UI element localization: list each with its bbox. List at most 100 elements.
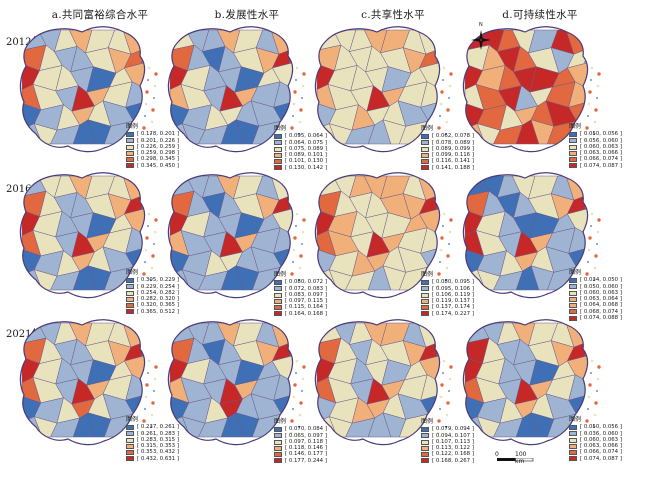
legend-class-label: [ 0.137, 0.174 ] xyxy=(432,304,474,311)
legend-swatch xyxy=(421,433,429,439)
island xyxy=(150,279,152,281)
island xyxy=(587,115,589,117)
legend-entry: [ 0.259, 0.298 ] xyxy=(126,150,179,156)
island xyxy=(150,133,152,135)
year-label-2016: 2016年 xyxy=(6,184,42,195)
legend-class-label: [ 0.095, 0.064 ] xyxy=(285,133,327,140)
legend-entry: [ 0.036, 0.060 ] xyxy=(569,431,622,437)
legend-swatch xyxy=(421,140,429,146)
island xyxy=(292,115,294,117)
map-panel-0-3: 图例[ 0.050, 0.056 ][ 0.056, 0.060 ][ 0.06… xyxy=(455,22,622,170)
legend-entry: [ 0.060, 0.063 ] xyxy=(569,437,622,443)
province-outline xyxy=(167,319,294,446)
island xyxy=(141,138,145,142)
choropleth-map xyxy=(462,26,601,153)
island xyxy=(448,97,450,99)
island xyxy=(585,419,589,423)
legend-class-label: [ 0.062, 0.078 ] xyxy=(432,133,474,140)
island xyxy=(596,97,598,99)
legend-swatch xyxy=(274,439,282,445)
legend-entry: [ 0.130, 0.142 ] xyxy=(274,165,327,171)
island xyxy=(289,431,293,435)
legend-swatch xyxy=(126,431,134,437)
legend-class-label: [ 0.060, 0.063 ] xyxy=(580,436,622,443)
island xyxy=(440,90,444,94)
legend-entry: [ 0.146, 0.177 ] xyxy=(274,451,327,457)
legend-entry: [ 0.101, 0.130 ] xyxy=(274,158,327,164)
island xyxy=(445,413,449,417)
island xyxy=(142,126,146,130)
island xyxy=(585,126,589,130)
legend-title: 图例 xyxy=(421,271,434,278)
legend-swatch xyxy=(421,152,429,158)
legend-class-label: [ 0.063, 0.066 ] xyxy=(580,443,622,450)
map-panel-1-1: 图例[ 0.080, 0.072 ][ 0.072, 0.083 ][ 0.08… xyxy=(160,168,327,317)
north-arrow-icon: N xyxy=(470,22,492,55)
legend-entry: [ 0.229, 0.254 ] xyxy=(126,284,179,290)
island xyxy=(593,133,595,135)
legend-class-label: [ 0.074, 0.088 ] xyxy=(580,315,622,322)
legend-class-label: [ 0.050, 0.056 ] xyxy=(580,131,622,138)
map-panel-0-1: 图例[ 0.095, 0.064 ][ 0.064, 0.075 ][ 0.07… xyxy=(160,22,327,171)
island xyxy=(588,90,592,94)
legend-swatch xyxy=(569,131,577,137)
legend-swatch xyxy=(126,131,134,137)
island xyxy=(596,230,600,234)
island xyxy=(302,365,306,369)
island xyxy=(141,354,143,356)
legend-class-label: [ 0.063, 0.064 ] xyxy=(580,296,622,303)
legend-class-label: [ 0.259, 0.298 ] xyxy=(137,150,179,157)
legend-class-label: [ 0.094, 0.107 ] xyxy=(432,432,474,439)
island xyxy=(290,126,294,130)
island xyxy=(151,401,155,405)
legend-swatch xyxy=(126,163,134,169)
island xyxy=(298,279,300,281)
legend-entry: [ 0.282, 0.320 ] xyxy=(126,296,179,302)
legend-swatch xyxy=(569,450,577,456)
legend-class-label: [ 0.130, 0.142 ] xyxy=(285,164,327,171)
island xyxy=(439,395,443,399)
choropleth-map xyxy=(167,172,306,299)
map-legend: 图例[ 0.095, 0.064 ][ 0.064, 0.075 ][ 0.07… xyxy=(274,125,327,171)
legend-title: 图例 xyxy=(274,271,287,278)
legend-entry: [ 0.283, 0.315 ] xyxy=(126,437,179,443)
island xyxy=(439,261,441,263)
island xyxy=(299,401,303,405)
island xyxy=(292,102,296,106)
legend-class-label: [ 0.101, 0.130 ] xyxy=(285,158,327,165)
legend-entry: [ 0.237, 0.261 ] xyxy=(126,424,179,430)
legend-swatch xyxy=(569,315,577,321)
island xyxy=(289,207,291,209)
island xyxy=(597,218,601,222)
legend-entry: [ 0.074, 0.087 ] xyxy=(569,163,622,169)
island xyxy=(298,426,300,428)
legend-swatch xyxy=(569,303,577,309)
legend-swatch xyxy=(421,445,429,451)
column-title-a: a.共同富裕综合水平 xyxy=(51,9,149,21)
legend-entry: [ 0.097, 0.118 ] xyxy=(274,439,327,445)
year-label-2021: 2021年 xyxy=(6,329,42,340)
island xyxy=(440,236,444,240)
legend-entry: [ 0.078, 0.089 ] xyxy=(421,140,474,146)
island xyxy=(147,79,149,81)
island xyxy=(584,284,588,288)
legend-entry: [ 0.050, 0.056 ] xyxy=(569,424,622,430)
legend-entry: [ 0.075, 0.089 ] xyxy=(274,146,327,152)
legend-class-label: [ 0.282, 0.320 ] xyxy=(137,296,179,303)
island xyxy=(299,108,303,112)
legend-entry: [ 0.062, 0.078 ] xyxy=(421,133,474,139)
legend-swatch xyxy=(421,286,429,292)
legend-class-label: [ 0.068, 0.074 ] xyxy=(580,308,622,315)
legend-class-label: [ 0.070, 0.084 ] xyxy=(285,426,327,433)
island xyxy=(448,243,450,245)
island xyxy=(442,212,446,216)
island xyxy=(295,359,299,363)
scale-label: 100 km xyxy=(515,451,527,465)
map-legend: 图例[ 0.080, 0.072 ][ 0.072, 0.083 ][ 0.08… xyxy=(274,271,327,317)
legend-swatch xyxy=(126,456,134,462)
island xyxy=(594,108,598,112)
choropleth-map xyxy=(314,26,453,153)
legend-class-label: [ 0.177, 0.244 ] xyxy=(285,457,327,464)
island xyxy=(298,133,300,135)
island xyxy=(436,354,438,356)
